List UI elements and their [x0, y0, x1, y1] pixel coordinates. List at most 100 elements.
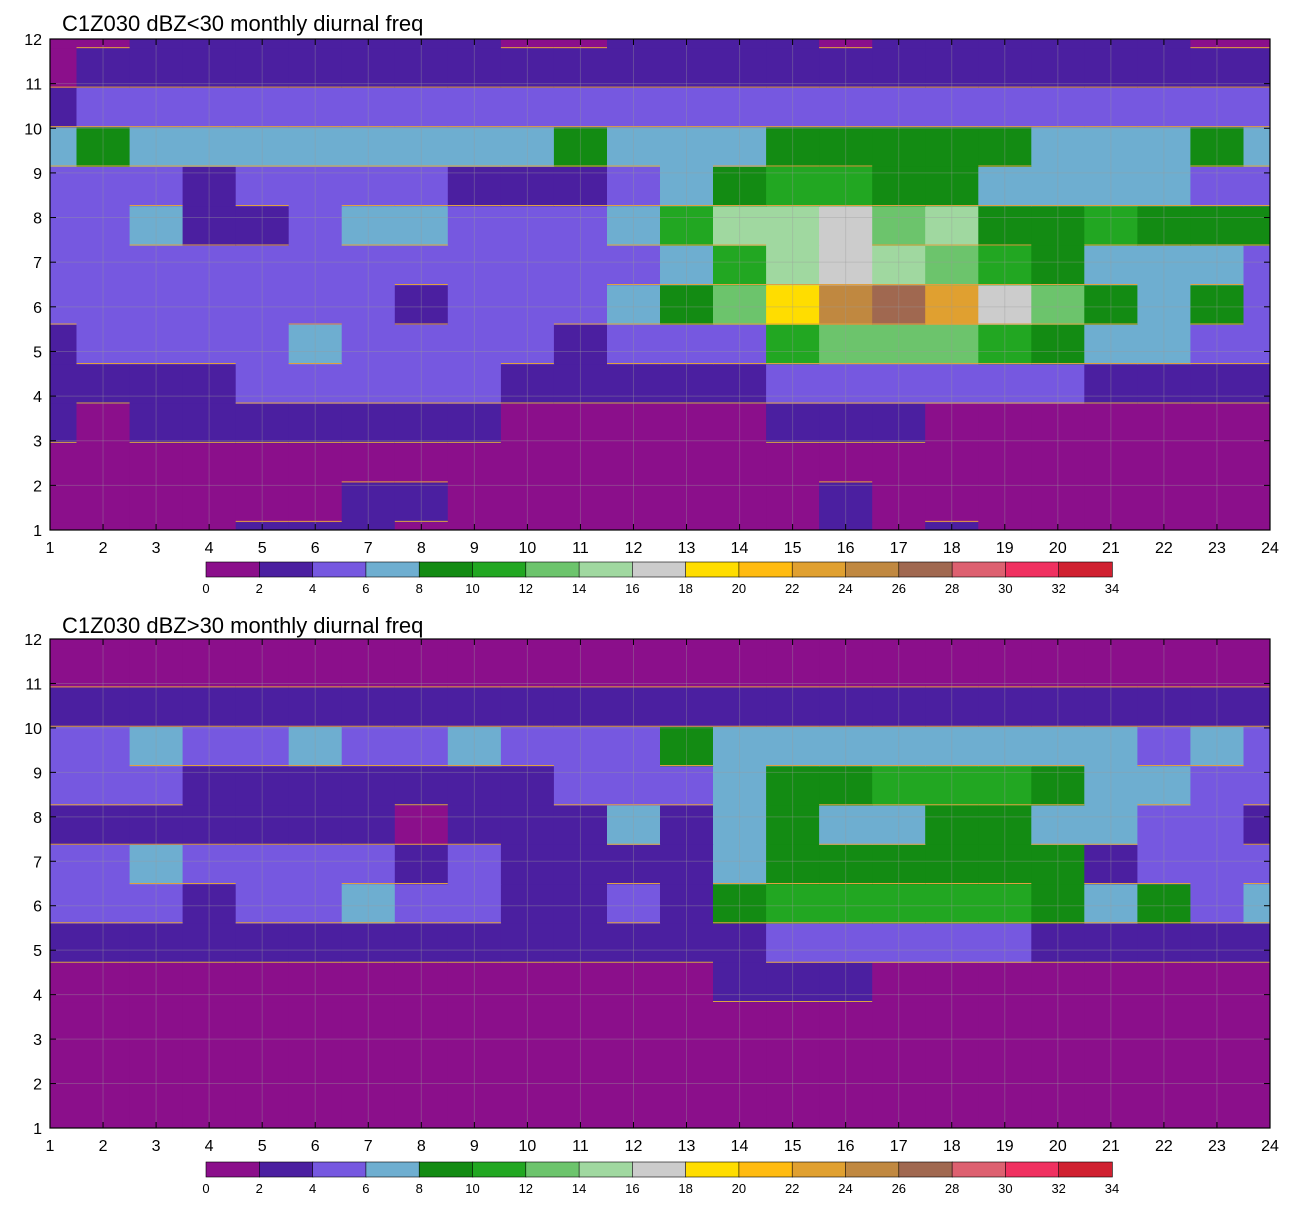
- contour-cell: [766, 245, 820, 286]
- contour-cell: [235, 844, 290, 885]
- contour-cell: [288, 844, 343, 885]
- contour-cell: [50, 403, 78, 444]
- contour-cell: [394, 126, 449, 167]
- contour-cell: [394, 403, 449, 444]
- contour-cell: [607, 647, 661, 688]
- contour-cell: [341, 844, 396, 885]
- contour-cell: [766, 481, 820, 523]
- x-tick-label: 22: [1155, 1138, 1173, 1155]
- contour-cell: [872, 87, 926, 128]
- contour-cell: [447, 205, 502, 246]
- contour-cell: [713, 1080, 767, 1121]
- contour-cell: [394, 844, 449, 885]
- contour-cell: [394, 883, 449, 924]
- contour-cell: [235, 442, 290, 483]
- contour-cell: [235, 363, 290, 404]
- contour-cell: [129, 324, 184, 365]
- contour-cell: [394, 804, 449, 845]
- contour-cell: [925, 442, 979, 483]
- y-tick-label: 1: [33, 523, 42, 540]
- contour-cell: [1084, 686, 1139, 727]
- contour-cell: [1084, 922, 1139, 963]
- contour-cell: [341, 765, 396, 806]
- contour-cell: [341, 1001, 396, 1042]
- contour-cell: [500, 1080, 555, 1121]
- colorbar-swatch: [898, 561, 953, 578]
- contour-cell: [235, 166, 290, 207]
- y-tick-label: 11: [25, 676, 42, 693]
- contour-cell: [447, 481, 502, 523]
- x-tick-label: 6: [311, 1138, 320, 1155]
- contour-cell: [1084, 324, 1139, 365]
- contour-cell: [925, 245, 979, 286]
- contour-cell: [50, 39, 78, 49]
- contour-cell: [1084, 403, 1139, 444]
- contour-cell: [713, 883, 767, 924]
- plot-frame: [49, 38, 1271, 531]
- x-tick-label: 2: [99, 1138, 108, 1155]
- contour-cell: [235, 284, 290, 325]
- contour-cell: [660, 686, 714, 727]
- contour-cell: [1031, 87, 1086, 128]
- contour-cell: [288, 324, 343, 365]
- contour-cell: [447, 403, 502, 444]
- contour-cell: [235, 126, 290, 167]
- contour-cell: [1137, 205, 1192, 246]
- x-tick-label: 10: [518, 540, 536, 557]
- contour-cell: [978, 245, 1033, 286]
- contour-cell: [1190, 726, 1245, 767]
- colorbar-swatch: [578, 561, 634, 578]
- contour-cell: [288, 962, 343, 1003]
- contour-cell: [50, 205, 78, 246]
- contour-cell: [341, 442, 396, 483]
- contour-cell: [447, 87, 502, 128]
- contour-cell: [341, 804, 396, 845]
- contour-cell: [553, 403, 608, 444]
- contour-cell: [500, 126, 555, 167]
- contour-cell: [1137, 647, 1192, 688]
- contour-cell: [978, 844, 1033, 885]
- contour-cell: [607, 804, 661, 845]
- contour-cell: [713, 166, 767, 207]
- contour-cell: [553, 126, 608, 167]
- contour-cell: [182, 245, 237, 286]
- contour-cell: [447, 126, 502, 167]
- contour-cell: [394, 324, 449, 365]
- contour-cell: [978, 686, 1033, 727]
- contour-cell: [394, 765, 449, 806]
- contour-cell: [394, 962, 449, 1003]
- contour-cell: [978, 363, 1033, 404]
- contour-cell: [447, 324, 502, 365]
- contour-cell: [1137, 844, 1192, 885]
- contour-cell: [553, 87, 608, 128]
- contour-cell: [447, 47, 502, 88]
- x-tick-label: 17: [890, 540, 908, 557]
- contour-cell: [1190, 363, 1245, 404]
- colorbar-swatch: [205, 561, 261, 578]
- contour-cell: [288, 647, 343, 688]
- contour-cell: [500, 403, 555, 444]
- contour-cell: [394, 481, 449, 523]
- contour-cell: [1137, 962, 1192, 1003]
- contour-cell: [660, 324, 714, 365]
- contour-cell: [1031, 765, 1086, 806]
- contour-cell: [607, 47, 661, 88]
- contour-cell: [607, 726, 661, 767]
- contour-cell: [394, 442, 449, 483]
- contour-cell: [447, 844, 502, 885]
- contour-cell: [341, 87, 396, 128]
- contour-cell: [1084, 804, 1139, 845]
- contour-cell: [978, 922, 1033, 963]
- contour-cell: [766, 804, 820, 845]
- x-tick-label: 5: [258, 1138, 267, 1155]
- contour-cell: [341, 1040, 396, 1081]
- contour-cell: [1031, 647, 1086, 688]
- contour-cell: [607, 87, 661, 128]
- contour-cell: [235, 205, 290, 246]
- contour-cell: [766, 1040, 820, 1081]
- colorbar-swatch: [525, 1161, 580, 1178]
- x-tick-label: 1: [46, 1138, 55, 1155]
- x-tick-label: 22: [1155, 540, 1173, 557]
- x-tick-label: 7: [364, 540, 373, 557]
- contour-cell: [925, 726, 979, 767]
